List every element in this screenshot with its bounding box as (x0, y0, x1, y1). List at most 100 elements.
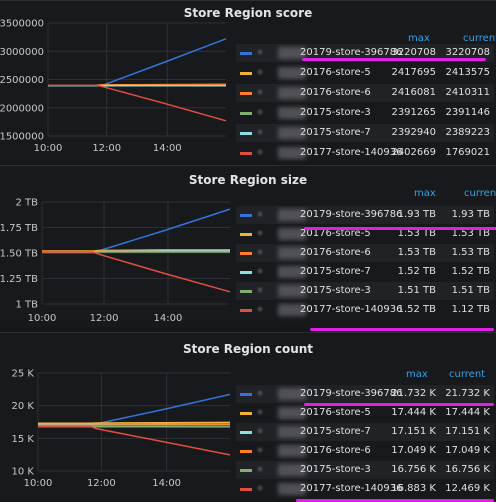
redacted-mark (258, 150, 262, 154)
value-max: 3220708 (391, 47, 436, 58)
x-tick-label: 10:00 (24, 478, 53, 489)
redacted-mark (258, 90, 262, 94)
redacted-mark (258, 307, 262, 311)
redacted-mark (258, 70, 262, 74)
redacted-mark (258, 448, 262, 452)
redacted-mark (258, 391, 262, 395)
series-swatch (240, 271, 252, 274)
redacted-mark (258, 269, 262, 273)
series-line (42, 252, 230, 292)
y-tick-label: 1 TB (15, 300, 38, 311)
y-tick-label: 2000000 (0, 103, 44, 114)
value-current: 1769021 (445, 147, 490, 158)
x-tick-label: 14:00 (154, 313, 183, 324)
value-max: 2392940 (391, 127, 436, 138)
series-swatch (240, 112, 252, 115)
value-current: 3220708 (445, 47, 490, 58)
value-current: 17.444 K (445, 407, 490, 418)
redacted-mark (258, 288, 262, 292)
series-swatch (240, 450, 252, 453)
highlight-underline (304, 403, 494, 406)
series-name: 20177-store-140936 (300, 304, 403, 315)
redacted-mark (258, 110, 262, 114)
legend-header-current[interactable]: current (464, 188, 496, 199)
y-tick-label: 10 K (12, 467, 35, 478)
y-tick-label: 1.50 TB (0, 249, 38, 260)
y-tick-label: 20 K (12, 401, 35, 412)
series-name: 20179-store-396786 (300, 388, 403, 399)
series-name: 20176-store-6 (300, 247, 371, 258)
value-max: 21.732 K (391, 388, 436, 399)
value-max: 2416081 (391, 87, 436, 98)
value-max: 2417695 (391, 67, 436, 78)
legend-header-max[interactable]: max (414, 188, 436, 199)
value-current: 12.469 K (445, 483, 490, 494)
value-current: 1.12 TB (452, 304, 490, 315)
y-tick-label: 25 K (12, 369, 35, 380)
series-line (38, 394, 230, 426)
value-max: 1.93 TB (398, 209, 436, 220)
x-tick-label: 14:00 (152, 478, 181, 489)
series-line (48, 85, 226, 121)
series-swatch (240, 52, 252, 55)
y-tick-label: 3000000 (0, 47, 44, 58)
y-tick-label: 2 TB (15, 198, 38, 209)
series-swatch (240, 252, 252, 255)
legend-row[interactable]: 20176-store-6 1.53 TB 1.53 TB (236, 244, 494, 262)
series-swatch (240, 152, 252, 155)
x-tick-label: 14:00 (153, 143, 182, 154)
series-swatch (240, 309, 252, 312)
y-tick-label: 2500000 (0, 75, 44, 86)
redacted-mark (258, 429, 262, 433)
value-current: 1.53 TB (452, 247, 490, 258)
value-current: 17.151 K (445, 426, 490, 437)
legend-header-max[interactable]: max (408, 33, 430, 44)
series-swatch (240, 290, 252, 293)
redacted-mark (258, 50, 262, 54)
legend-header-max[interactable]: max (406, 369, 428, 380)
series-swatch (240, 132, 252, 135)
value-current: 2413575 (445, 67, 490, 78)
x-tick-label: 12:00 (92, 143, 121, 154)
value-max: 16.756 K (391, 464, 436, 475)
series-line (42, 209, 230, 252)
series-name: 20175-store-3 (300, 285, 371, 296)
x-tick-label: 12:00 (90, 313, 119, 324)
series-name: 20177-store-140936 (300, 147, 403, 158)
value-current: 1.52 TB (452, 266, 490, 277)
x-tick-label: 12:00 (87, 478, 116, 489)
series-swatch (240, 431, 252, 434)
value-max: 1.53 TB (398, 247, 436, 258)
series-name: 20177-store-140936 (300, 483, 403, 494)
y-tick-label: 1.25 TB (0, 274, 38, 285)
highlight-underline (304, 227, 496, 230)
series-name: 20175-store-7 (300, 426, 371, 437)
redacted-mark (258, 212, 262, 216)
redacted-mark (258, 410, 262, 414)
series-name: 20179-store-396786 (300, 47, 403, 58)
value-max: 1.52 TB (398, 266, 436, 277)
legend-header-current[interactable]: current (463, 33, 496, 44)
series-name: 20175-store-3 (300, 464, 371, 475)
legend-header-current[interactable]: current (449, 369, 485, 380)
series-swatch (240, 92, 252, 95)
x-tick-label: 10:00 (28, 313, 57, 324)
